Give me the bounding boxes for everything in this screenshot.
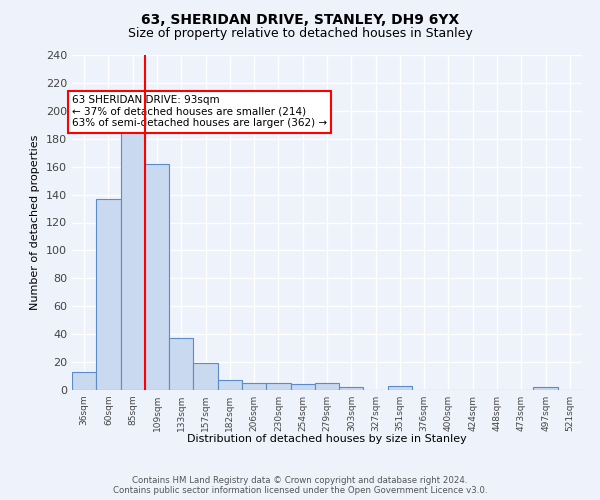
Bar xyxy=(218,380,242,390)
Text: 63, SHERIDAN DRIVE, STANLEY, DH9 6YX: 63, SHERIDAN DRIVE, STANLEY, DH9 6YX xyxy=(141,12,459,26)
Text: 63 SHERIDAN DRIVE: 93sqm
← 37% of detached houses are smaller (214)
63% of semi-: 63 SHERIDAN DRIVE: 93sqm ← 37% of detach… xyxy=(72,95,327,128)
Y-axis label: Number of detached properties: Number of detached properties xyxy=(31,135,40,310)
Bar xyxy=(96,199,121,390)
Bar xyxy=(339,387,364,390)
Bar xyxy=(193,364,218,390)
Bar xyxy=(315,383,339,390)
Bar xyxy=(242,383,266,390)
Text: Size of property relative to detached houses in Stanley: Size of property relative to detached ho… xyxy=(128,28,472,40)
Bar xyxy=(290,384,315,390)
Bar xyxy=(533,387,558,390)
Bar xyxy=(266,383,290,390)
Bar xyxy=(169,338,193,390)
Bar xyxy=(121,132,145,390)
Bar xyxy=(72,372,96,390)
Bar xyxy=(145,164,169,390)
Bar xyxy=(388,386,412,390)
X-axis label: Distribution of detached houses by size in Stanley: Distribution of detached houses by size … xyxy=(187,434,467,444)
Text: Contains HM Land Registry data © Crown copyright and database right 2024.
Contai: Contains HM Land Registry data © Crown c… xyxy=(113,476,487,495)
